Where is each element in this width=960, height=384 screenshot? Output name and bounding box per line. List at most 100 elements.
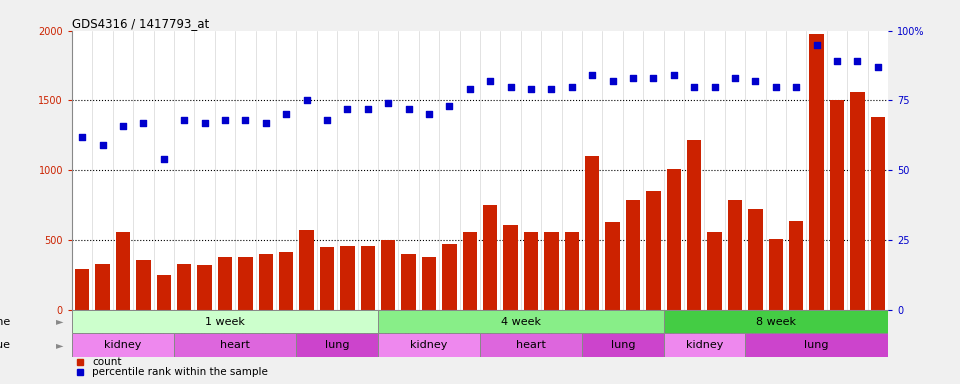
Point [543,86,559,93]
Bar [443,244,457,310]
Bar [829,101,844,310]
Bar [361,246,375,310]
Bar [116,232,131,310]
Text: ►: ► [57,340,63,350]
Point [299,98,314,104]
Bar [769,238,783,310]
Point [829,58,845,65]
Point [788,83,804,89]
Bar [174,333,297,357]
Text: ►: ► [57,316,63,326]
Text: kidney: kidney [105,340,142,350]
Point [748,78,763,84]
Bar [480,333,582,357]
Point [340,106,355,112]
Bar [72,310,378,333]
Point [135,120,151,126]
Text: kidney: kidney [410,340,447,350]
Point [605,78,620,84]
Point [238,117,253,123]
Bar [663,333,745,357]
Point [177,117,192,123]
Text: GDS4316 / 1417793_at: GDS4316 / 1417793_at [72,17,209,30]
Point [442,103,457,109]
Bar [483,205,497,310]
Bar [524,232,539,310]
Bar [626,200,640,310]
Point [686,83,702,89]
Bar [463,232,477,310]
Text: count: count [92,357,122,367]
Bar [851,92,865,310]
Text: 4 week: 4 week [501,316,540,326]
Bar [95,264,109,310]
Bar [320,247,334,310]
Bar [297,333,378,357]
Text: heart: heart [220,340,251,350]
Point [625,75,640,81]
Bar [728,200,742,310]
Point [401,106,417,112]
Point [523,86,539,93]
Bar [381,240,396,310]
Bar [258,254,273,310]
Bar [708,232,722,310]
Point [258,120,274,126]
Point [666,72,682,78]
Bar [340,246,354,310]
Text: tissue: tissue [0,340,11,350]
Text: lung: lung [804,340,828,350]
Point [380,100,396,106]
Bar [582,333,663,357]
Text: kidney: kidney [685,340,723,350]
Point [278,111,294,118]
Point [585,72,600,78]
Point [115,122,131,129]
Bar [544,232,559,310]
Bar [421,257,436,310]
Point [564,83,580,89]
Bar [585,156,599,310]
Bar [503,225,517,310]
Bar [871,117,885,310]
Bar [646,191,660,310]
Bar [378,310,663,333]
Point [197,120,212,126]
Point [360,106,375,112]
Text: time: time [0,316,11,326]
Bar [401,254,416,310]
Bar [238,257,252,310]
Point [483,78,498,84]
Text: lung: lung [324,340,349,350]
Point [320,117,335,123]
Text: lung: lung [611,340,636,350]
Point [646,75,661,81]
Bar [75,269,89,310]
Bar [198,265,212,310]
Bar [300,230,314,310]
Bar [663,310,888,333]
Bar [177,264,191,310]
Point [707,83,722,89]
Bar [745,333,888,357]
Point [503,83,518,89]
Point [217,117,232,123]
Point [809,41,825,48]
Text: 8 week: 8 week [756,316,796,326]
Bar [606,222,620,310]
Bar [666,169,681,310]
Point [870,64,885,70]
Bar [748,209,762,310]
Point [850,58,865,65]
Bar [789,221,804,310]
Bar [156,275,171,310]
Point [462,86,477,93]
Point [95,142,110,148]
Point [75,134,90,140]
Bar [809,33,824,310]
Bar [136,260,151,310]
Point [728,75,743,81]
Text: 1 week: 1 week [205,316,245,326]
Bar [218,257,232,310]
Text: heart: heart [516,340,546,350]
